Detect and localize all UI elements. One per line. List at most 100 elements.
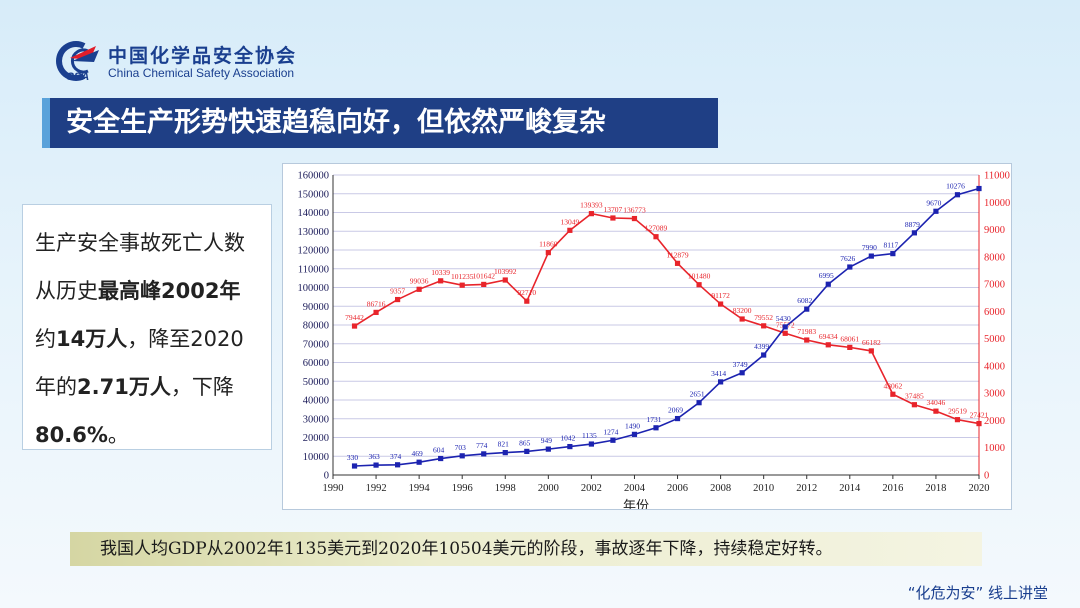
- gdp-data-point: [674, 415, 681, 422]
- y-left-tick-label: 20000: [303, 433, 329, 444]
- y-right-tick-label: 3000: [984, 389, 1005, 400]
- deaths-data-point: [524, 298, 530, 304]
- y-left-tick-label: 40000: [303, 396, 329, 407]
- deaths-data-point: [933, 408, 939, 414]
- gdp-data-point: [588, 441, 594, 447]
- x-tick-label: 2020: [969, 483, 990, 494]
- deaths-data-label: 13049: [560, 217, 579, 226]
- gdp-data-label: 7990: [862, 243, 877, 252]
- deaths-data-label: 101235: [451, 272, 474, 281]
- gdp-data-point: [954, 192, 961, 198]
- y-right-tick-label: 2000: [984, 416, 1005, 427]
- x-tick-label: 1994: [409, 483, 431, 494]
- deaths-data-point: [610, 215, 616, 221]
- x-tick-label: 2010: [753, 483, 774, 494]
- gdp-data-point: [351, 463, 358, 469]
- deaths-gdp-chart: 0100002000030000400005000060000700008000…: [298, 171, 1011, 510]
- y-left-tick-label: 100000: [298, 283, 330, 294]
- gdp-data-label: 949: [541, 436, 553, 445]
- gdp-data-label: 2651: [690, 390, 705, 399]
- deaths-data-point: [395, 296, 401, 303]
- gdp-data-point: [481, 451, 487, 457]
- gdp-data-point: [653, 425, 659, 431]
- y-left-tick-label: 80000: [303, 321, 329, 332]
- gdp-data-point: [933, 208, 939, 214]
- deaths-series-line: [354, 212, 980, 425]
- deaths-data-label: 112879: [666, 250, 688, 259]
- deaths-data-point: [718, 301, 724, 307]
- y-left-tick-label: 150000: [298, 189, 330, 200]
- deaths-data-point: [868, 348, 874, 354]
- gdp-data-point: [782, 324, 788, 330]
- y-left-tick-label: 0: [324, 471, 329, 482]
- x-tick-label: 2018: [925, 483, 946, 494]
- deaths-data-label: 79552: [754, 313, 773, 322]
- gdp-data-label: 9670: [926, 198, 941, 207]
- x-tick-label: 1996: [452, 483, 473, 494]
- deaths-data-point: [911, 402, 917, 408]
- slide-title: 安全生产形势快速趋稳向好，但依然严峻复杂: [42, 98, 718, 148]
- gdp-data-label: 2069: [668, 406, 683, 415]
- y-right-tick-label: 6000: [984, 307, 1005, 318]
- summary-highlight: 80.6%: [35, 423, 108, 447]
- gdp-data-point: [610, 437, 616, 443]
- gdp-data-point: [502, 450, 508, 456]
- gdp-data-point: [868, 253, 874, 259]
- deaths-data-label: 139393: [580, 201, 603, 210]
- x-tick-label: 2008: [710, 483, 731, 494]
- gdp-data-point: [567, 443, 573, 450]
- deaths-data-label: 29519: [948, 407, 967, 416]
- deaths-data-point: [825, 342, 831, 348]
- deaths-data-label: 127089: [645, 224, 668, 233]
- csa-logo-icon: CSA: [56, 41, 99, 82]
- deaths-data-point: [502, 277, 508, 283]
- gdp-data-point: [976, 185, 982, 192]
- y-right-tick-label: 9000: [984, 225, 1005, 236]
- deaths-data-point: [416, 286, 422, 292]
- gdp-data-point: [911, 230, 917, 236]
- deaths-data-point: [481, 281, 487, 288]
- logo-english-name: China Chemical Safety Association: [108, 66, 295, 80]
- y-right-tick-label: 1000: [984, 443, 1005, 454]
- gdp-series-line: [354, 187, 980, 467]
- x-tick-label: 1992: [366, 483, 387, 494]
- summary-line-2: 从历史最高峰2002年: [35, 267, 261, 315]
- gdp-data-label: 703: [455, 443, 467, 452]
- summary-highlight: 2.71万人: [77, 375, 171, 399]
- y-left-tick-label: 70000: [303, 339, 329, 350]
- gdp-data-point: [438, 455, 444, 462]
- y-right-tick-label: 4000: [984, 361, 1005, 372]
- gdp-data-point: [739, 370, 745, 376]
- gdp-data-label: 4399: [754, 342, 769, 351]
- deaths-data-point: [545, 250, 551, 256]
- summary-text: 。: [107, 423, 129, 447]
- gdp-data-label: 374: [390, 452, 402, 461]
- deaths-data-label: 34046: [927, 398, 946, 407]
- gdp-data-label: 1135: [582, 431, 597, 440]
- x-tick-label: 2004: [624, 483, 646, 494]
- deaths-data-point: [954, 417, 961, 423]
- deaths-data-label: 91172: [711, 291, 730, 300]
- y-left-tick-label: 160000: [298, 171, 330, 182]
- gdp-data-label: 1042: [560, 434, 575, 443]
- deaths-data-label: 66182: [862, 338, 881, 347]
- deaths-data-point: [588, 211, 594, 217]
- gdp-data-point: [459, 453, 465, 459]
- deaths-data-point: [782, 330, 788, 336]
- gdp-data-label: 363: [368, 452, 380, 461]
- y-left-tick-label: 30000: [303, 414, 329, 425]
- x-tick-label: 2006: [667, 483, 688, 494]
- gdp-data-label: 821: [498, 440, 510, 449]
- deaths-data-point: [804, 337, 810, 343]
- x-axis-title: 年份: [623, 499, 649, 510]
- summary-text: 年的: [35, 375, 77, 399]
- deaths-data-point: [373, 309, 379, 316]
- deaths-data-label: 92710: [517, 288, 536, 297]
- deaths-data-label: 37485: [905, 392, 924, 401]
- y-left-tick-label: 50000: [303, 377, 329, 388]
- deaths-data-label: 68061: [840, 334, 859, 343]
- x-tick-label: 2000: [538, 483, 559, 494]
- y-left-tick-label: 60000: [303, 358, 329, 369]
- gdp-data-label: 6082: [797, 296, 812, 305]
- summary-line-3: 约14万人，降至2020: [35, 315, 261, 363]
